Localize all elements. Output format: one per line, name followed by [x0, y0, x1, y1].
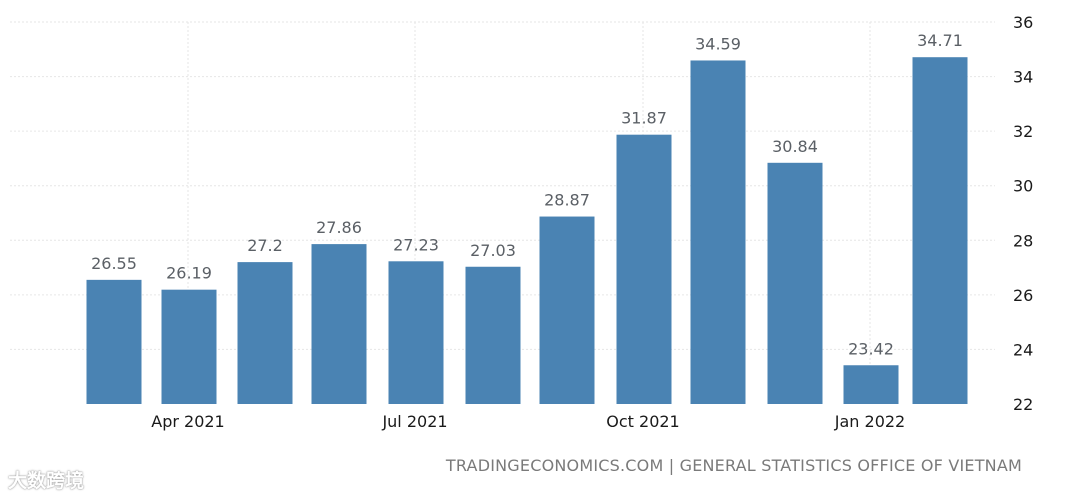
data-label: 27.2 [247, 236, 283, 255]
bar [912, 57, 968, 404]
data-label: 34.59 [695, 34, 741, 53]
data-label: 26.19 [166, 264, 212, 283]
y-tick-label: 28 [1013, 231, 1033, 250]
data-label: 27.03 [470, 241, 516, 260]
y-tick-label: 30 [1013, 177, 1033, 196]
bar [843, 365, 899, 404]
y-tick-label: 34 [1013, 68, 1033, 87]
bar [161, 289, 217, 404]
bar [616, 134, 672, 404]
x-tick-label: Oct 2021 [606, 412, 679, 431]
x-tick-label: Jan 2022 [834, 412, 905, 431]
data-label: 27.86 [316, 218, 362, 237]
data-label: 30.84 [772, 137, 818, 156]
x-axis: Apr 2021 Jul 2021 Oct 2021 Jan 2022 [151, 412, 905, 431]
y-axis: 22 24 26 28 30 32 34 36 [1013, 13, 1033, 414]
watermark-logo: 大数跨境 [8, 470, 85, 492]
y-tick-label: 32 [1013, 122, 1033, 141]
bar [465, 266, 521, 404]
x-tick-label: Apr 2021 [151, 412, 224, 431]
y-tick-label: 36 [1013, 13, 1033, 32]
data-label: 34.71 [917, 31, 963, 50]
value-labels-layer: 26.55 26.19 27.2 27.86 27.23 27.03 28.87 31.87 3… [91, 31, 963, 358]
y-tick-label: 24 [1013, 340, 1033, 359]
data-label: 27.23 [393, 235, 439, 254]
bar [311, 244, 367, 404]
data-label: 26.55 [91, 254, 137, 273]
bar [237, 262, 293, 404]
y-tick-label: 22 [1013, 395, 1033, 414]
bar [690, 60, 746, 404]
x-tick-label: Jul 2021 [381, 412, 447, 431]
data-label: 28.87 [544, 191, 590, 210]
y-tick-label: 26 [1013, 286, 1033, 305]
bar [767, 162, 823, 404]
data-label: 31.87 [621, 109, 667, 128]
data-label: 23.42 [848, 339, 894, 358]
bars-layer [86, 57, 968, 404]
bar [539, 216, 595, 404]
source-attribution: TRADINGECONOMICS.COM | GENERAL STATISTIC… [445, 456, 1022, 475]
bar [388, 261, 444, 404]
bar [86, 279, 142, 404]
